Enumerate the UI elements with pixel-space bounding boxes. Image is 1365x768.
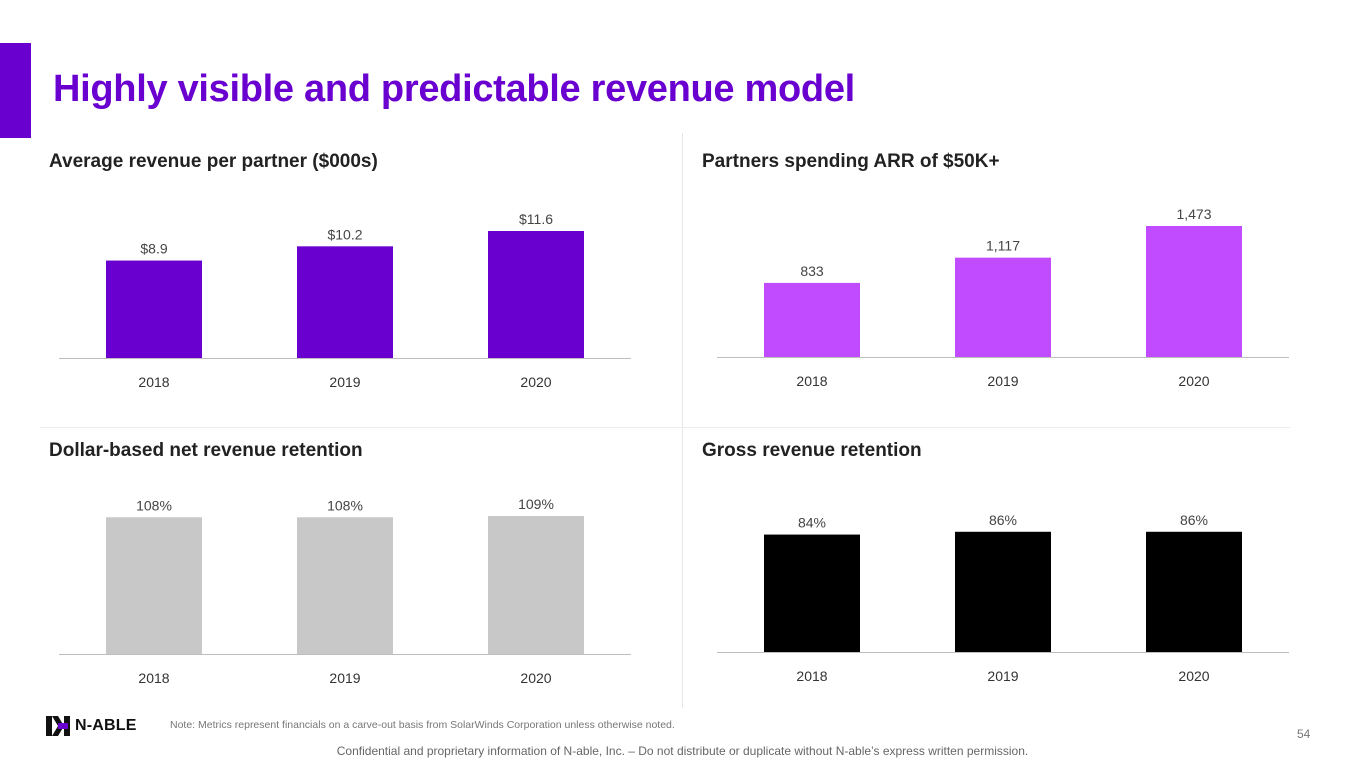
chart-title-dollar-nrr: Dollar-based net revenue retention <box>49 440 363 461</box>
bar-2019 <box>297 517 393 654</box>
data-label-2018: 84% <box>798 515 826 531</box>
x-tick-label-2020: 2020 <box>1178 373 1209 389</box>
data-label-2018: 833 <box>800 263 824 279</box>
bar-2018 <box>764 282 860 357</box>
bar-2020 <box>1146 226 1242 357</box>
confidentiality-notice: Confidential and proprietary information… <box>336 744 1029 758</box>
bar-2019 <box>955 531 1051 652</box>
bar-2018 <box>106 517 202 654</box>
data-label-2018: 108% <box>136 497 172 513</box>
data-label-2020: 109% <box>518 496 554 512</box>
x-tick-label-2019: 2019 <box>987 373 1018 389</box>
company-logo: N-ABLE <box>46 716 137 736</box>
data-label-2018: $8.9 <box>140 241 167 257</box>
data-label-2019: 86% <box>989 512 1017 528</box>
data-label-2019: 1,117 <box>986 238 1020 254</box>
x-tick-label-2020: 2020 <box>520 374 551 390</box>
chart-title-avg-revenue: Average revenue per partner ($000s) <box>49 151 378 172</box>
bar-2020 <box>1146 531 1242 652</box>
page-title: Highly visible and predictable revenue m… <box>53 68 855 110</box>
x-tick-label-2018: 2018 <box>138 670 169 686</box>
chart-gross-retention: 84% 2018 86% 2019 86% 2020 <box>717 512 1289 684</box>
x-tick-label-2018: 2018 <box>796 373 827 389</box>
bar-2019 <box>297 246 393 358</box>
x-tick-label-2019: 2019 <box>987 668 1018 684</box>
bar-2020 <box>488 516 584 654</box>
chart-dollar-nrr: 108% 2018 108% 2019 109% 2020 <box>59 496 631 686</box>
horizontal-divider <box>40 427 1290 428</box>
chart-avg-revenue: $8.9 2018 $10.2 2019 $11.6 2020 <box>59 211 631 390</box>
x-tick-label-2020: 2020 <box>520 670 551 686</box>
bar-2020 <box>488 231 584 358</box>
bar-2019 <box>955 257 1051 357</box>
n-able-logo-icon <box>46 716 70 736</box>
x-tick-label-2020: 2020 <box>1178 668 1209 684</box>
chart-partners-50k: 833 2018 1,117 2019 1,473 2020 <box>717 206 1289 389</box>
chart-title-gross-retention: Gross revenue retention <box>702 440 922 461</box>
bar-2018 <box>106 260 202 358</box>
bar-2018 <box>764 534 860 652</box>
data-label-2020: $11.6 <box>519 211 553 227</box>
data-label-2019: $10.2 <box>327 226 362 242</box>
page-number: 54 <box>1297 727 1311 741</box>
data-label-2020: 86% <box>1180 512 1208 528</box>
chart-title-partners-50k: Partners spending ARR of $50K+ <box>702 151 1000 172</box>
x-tick-label-2019: 2019 <box>329 374 360 390</box>
x-tick-label-2018: 2018 <box>138 374 169 390</box>
footnote: Note: Metrics represent financials on a … <box>170 719 675 731</box>
logo-wordmark: N-ABLE <box>75 717 137 734</box>
data-label-2019: 108% <box>327 497 363 513</box>
x-tick-label-2019: 2019 <box>329 670 360 686</box>
title-accent-bar <box>0 43 31 138</box>
data-label-2020: 1,473 <box>1176 206 1211 222</box>
vertical-divider <box>682 133 683 708</box>
x-tick-label-2018: 2018 <box>796 668 827 684</box>
